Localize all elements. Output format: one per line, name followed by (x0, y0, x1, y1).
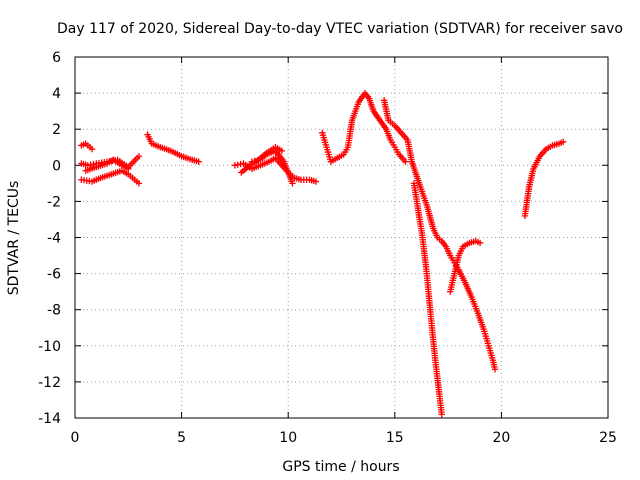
y-tick-label: -4 (47, 231, 61, 247)
series-track-k (410, 180, 445, 418)
series-track-e (144, 131, 202, 165)
data-point (289, 180, 296, 187)
data-point (402, 158, 409, 165)
data-point (438, 411, 445, 418)
axis-ticks: 0 5 10 15 20 25 -14 -12 -10 -8 -6 -4 -2 0 2 4 6 (38, 50, 617, 446)
series-track-n (521, 138, 567, 220)
data-point (476, 239, 484, 247)
x-tick-label: 20 (492, 430, 510, 446)
x-tick-label: 10 (279, 430, 297, 446)
data-point (135, 180, 143, 187)
plot-frame (74, 56, 609, 419)
y-tick-label: 0 (52, 158, 61, 174)
x-tick-label: 25 (599, 430, 617, 446)
y-tick-label: -2 (47, 194, 61, 210)
x-axis-label: GPS time / hours (282, 459, 399, 475)
y-axis-label: SDTVAR / TECUs (6, 181, 22, 296)
y-tick-label: -8 (47, 303, 61, 319)
data-points (78, 89, 567, 418)
y-tick-label: -6 (47, 267, 61, 283)
series-track-h (248, 147, 296, 187)
y-tick-label: 6 (52, 50, 61, 66)
series-track-m (455, 266, 499, 373)
series-track-c (78, 167, 143, 187)
data-point (195, 158, 202, 165)
data-point (88, 145, 96, 153)
y-tick-label: 4 (52, 86, 61, 102)
data-point (491, 366, 499, 373)
chart-title: Day 117 of 2020, Sidereal Day-to-day VTE… (57, 21, 623, 37)
data-point (135, 153, 143, 160)
y-tick-label: -12 (38, 375, 61, 391)
series-track-i (319, 89, 409, 165)
data-point (560, 138, 567, 146)
x-tick-label: 5 (177, 430, 186, 446)
grid-lines (75, 57, 608, 418)
x-tick-label: 0 (71, 430, 80, 446)
series-track-j (380, 97, 462, 274)
x-tick-label: 15 (386, 430, 404, 446)
series-track-l (447, 237, 484, 295)
y-tick-label: 2 (52, 122, 61, 138)
data-point (312, 178, 320, 185)
y-tick-label: -14 (38, 411, 61, 427)
data-point (278, 147, 286, 155)
series-track-a (78, 140, 96, 153)
series-track-d (82, 156, 132, 174)
y-tick-label: -10 (38, 339, 61, 355)
data-point (125, 165, 132, 173)
